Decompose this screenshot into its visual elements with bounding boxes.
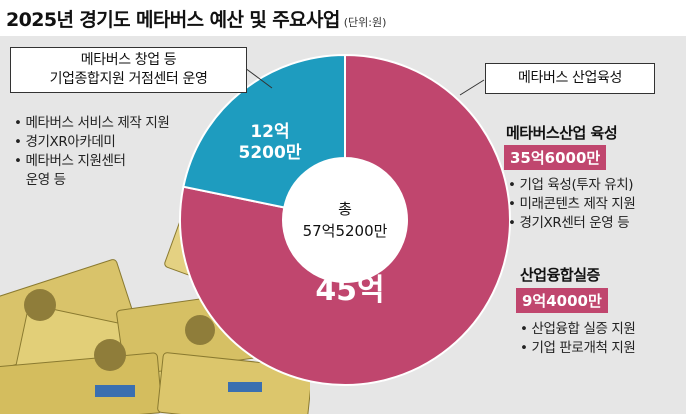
section2-heading: 산업융합실증 (520, 266, 600, 284)
total-value: 57억5200만 (303, 222, 388, 240)
leader-line (459, 79, 485, 96)
leader-line (244, 67, 273, 89)
section2-amount: 9억4000만 (516, 288, 608, 313)
left-callout-box: 메타버스 창업 등 기업종합지원 거점센터 운영 (10, 47, 247, 93)
section2-bullet-item: 산업융합 실증 지원 (520, 320, 635, 339)
left-callout-line1: 메타버스 창업 등 (80, 52, 177, 68)
left-bullet-list: 메타버스 서비스 제작 지원 경기XR아카데미 메타버스 지원센터 운영 등 (14, 114, 169, 190)
section1-bullet-list: 기업 육성(투자 유치) 미래콘텐츠 제작 지원 경기XR센터 운영 등 (508, 176, 635, 233)
section2-bullet-item: 기업 판로개척 지원 (520, 339, 635, 358)
unit-label: (단위:원) (343, 16, 387, 29)
left-bullet-item: 경기XR아카데미 (14, 133, 169, 152)
title-text: 2025년 경기도 메타버스 예산 및 주요사업 (6, 9, 340, 31)
left-bullet-item: 메타버스 서비스 제작 지원 (14, 114, 169, 133)
section1-bullet-item: 경기XR센터 운영 등 (508, 214, 635, 233)
left-bullet-item: 메타버스 지원센터 (14, 152, 169, 171)
left-callout-line2: 기업종합지원 거점센터 운영 (49, 71, 208, 87)
left-bullet-item-continued: 운영 등 (25, 172, 66, 188)
donut-center (283, 158, 407, 282)
page-title: 2025년 경기도 메타버스 예산 및 주요사업 (단위:원) (6, 5, 386, 32)
section1-bullet-item: 기업 육성(투자 유치) (508, 176, 635, 195)
section2-bullet-list: 산업융합 실증 지원 기업 판로개척 지원 (520, 320, 635, 358)
section1-bullet-item: 미래콘텐츠 제작 지원 (508, 195, 635, 214)
section1-heading: 메타버스산업 육성 (506, 124, 618, 142)
slice-label: 12억 5200만 (239, 122, 302, 163)
total-label: 총 (338, 200, 352, 218)
right-callout-box: 메타버스 산업육성 (485, 63, 655, 94)
section1-amount: 35억6000만 (504, 145, 607, 170)
